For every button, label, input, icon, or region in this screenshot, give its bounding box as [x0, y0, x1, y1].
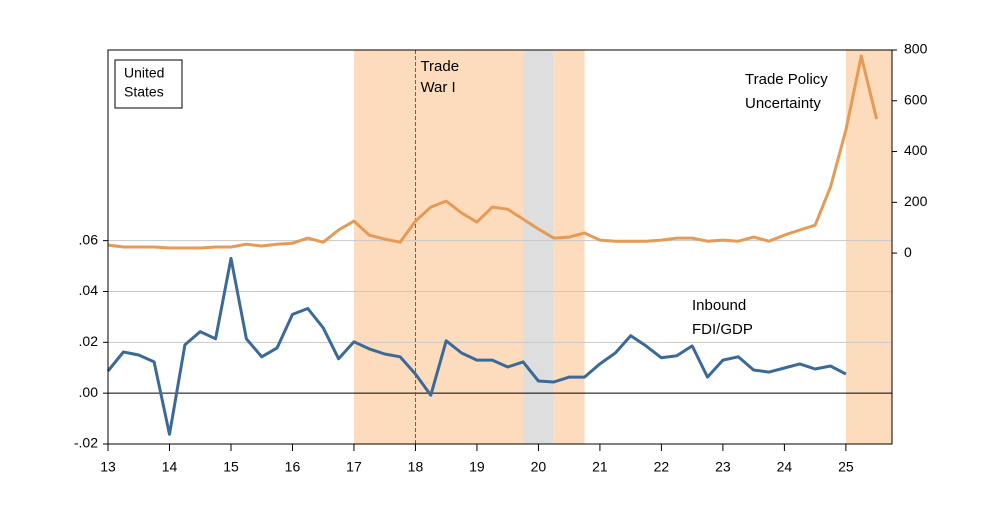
shaded-region	[353, 50, 524, 444]
series-label: Trade Policy	[745, 71, 828, 88]
y2-tick-label: 400	[904, 142, 928, 158]
x-tick-label: 15	[223, 459, 239, 475]
shaded-region	[845, 50, 892, 444]
series-label: FDI/GDP	[692, 321, 753, 338]
x-tick-label: 17	[346, 459, 362, 475]
x-tick-label: 14	[162, 459, 178, 475]
x-tick-label: 20	[531, 459, 547, 475]
x-tick-label: 23	[715, 459, 731, 475]
shaded-region	[523, 50, 554, 444]
x-tick-label: 18	[408, 459, 424, 475]
series-line	[107, 54, 879, 250]
y-tick-label: -.02	[74, 435, 98, 451]
x-tick-label: 22	[654, 459, 670, 475]
series-label: Uncertainty	[745, 95, 821, 112]
y2-tick-label: 600	[904, 91, 928, 107]
y-tick-label: .00	[79, 384, 99, 400]
box-label: States	[124, 84, 164, 100]
x-tick-label: 16	[285, 459, 301, 475]
y2-tick-label: 0	[904, 244, 912, 260]
box-label: United	[124, 65, 164, 81]
event-label: War I	[420, 79, 455, 96]
label-box	[114, 59, 183, 109]
x-tick-label: 24	[777, 459, 793, 475]
plot-frame	[107, 49, 893, 445]
x-tick-label: 13	[100, 459, 116, 475]
y2-tick-label: 200	[904, 193, 928, 209]
y2-tick-label: 800	[904, 41, 928, 57]
shaded-region	[553, 50, 585, 444]
event-label: Trade	[420, 58, 459, 75]
series-label: Inbound	[692, 297, 746, 314]
x-tick-label: 21	[592, 459, 608, 475]
y-tick-label: .06	[79, 231, 99, 247]
y-tick-label: .02	[79, 333, 99, 349]
x-tick-label: 19	[469, 459, 485, 475]
series-line	[106, 256, 847, 436]
y-tick-label: .04	[79, 282, 99, 298]
x-tick-label: 25	[838, 459, 854, 475]
